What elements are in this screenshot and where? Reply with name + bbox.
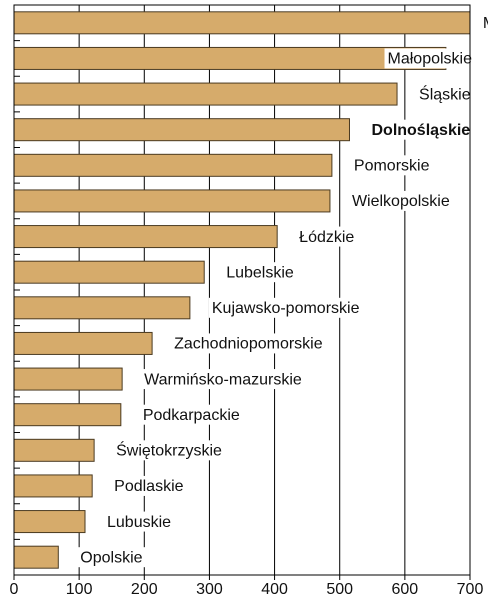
bar — [13, 46, 447, 70]
x-tick-label: 600 — [392, 581, 419, 598]
label-bg — [476, 12, 488, 33]
label-bg — [384, 48, 475, 69]
label-bg — [208, 297, 363, 318]
bar — [13, 225, 278, 249]
bar — [13, 545, 59, 569]
label-bg — [104, 511, 175, 532]
bar — [13, 82, 398, 106]
category-label: Wielkopolskie — [352, 193, 450, 210]
bar — [13, 11, 471, 35]
bar — [13, 260, 205, 284]
bar — [13, 118, 350, 142]
x-tick-label: 200 — [131, 581, 158, 598]
category-label: Podkarpackie — [143, 407, 240, 424]
label-bg — [111, 475, 187, 496]
bar — [13, 367, 123, 391]
bar — [13, 189, 331, 213]
label-bg — [223, 262, 297, 283]
x-tick-label: 700 — [457, 581, 484, 598]
category-label: Opolskie — [80, 549, 142, 566]
label-bg — [171, 333, 326, 354]
category-label: Kujawsko-pomorskie — [212, 300, 360, 317]
bar — [13, 403, 122, 427]
category-label: Śląskie — [419, 84, 471, 103]
category-label: Dolnośląskie — [371, 122, 470, 139]
bar — [13, 474, 93, 498]
plot-frame — [13, 4, 471, 576]
x-tick-label: 400 — [261, 581, 288, 598]
label-bg — [416, 84, 474, 105]
x-tick-label: 300 — [196, 581, 223, 598]
category-label: Małopolskie — [388, 51, 473, 68]
label-bg — [368, 119, 474, 140]
bar — [13, 438, 95, 462]
category-label: Mazowieckie — [483, 15, 488, 32]
bar — [13, 153, 333, 177]
label-bg — [141, 369, 305, 390]
label-bg — [113, 440, 225, 461]
bar — [13, 296, 191, 320]
x-tick-label: 100 — [66, 581, 93, 598]
category-label: Pomorskie — [354, 158, 430, 175]
label-bg — [348, 190, 453, 211]
x-tick-label: 500 — [326, 581, 353, 598]
x-tick-label: 0 — [10, 581, 19, 598]
category-label: Lubelskie — [226, 264, 294, 281]
category-label: Zachodniopomorskie — [174, 336, 323, 353]
category-label: Podlaskie — [114, 478, 183, 495]
label-bg — [350, 155, 433, 176]
label-bg — [139, 404, 243, 425]
category-label: Warmińsko-mazurskie — [144, 371, 302, 388]
label-bg — [296, 226, 358, 247]
bar — [13, 510, 86, 534]
bar — [13, 331, 153, 355]
category-label: Lubuskie — [107, 514, 171, 531]
category-label: Łódzkie — [299, 229, 354, 246]
category-label: Świętokrzyskie — [116, 441, 222, 460]
label-bg — [77, 547, 146, 568]
